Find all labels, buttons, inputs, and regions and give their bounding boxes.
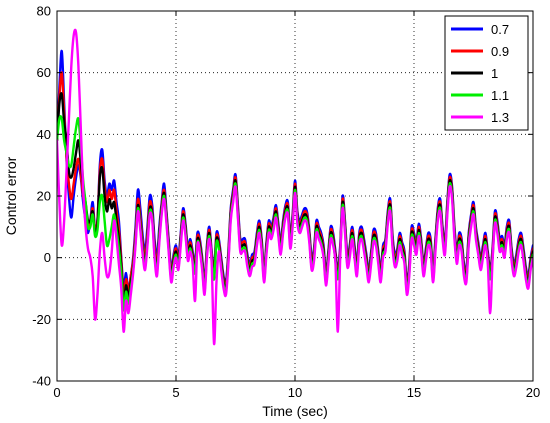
legend-label: 1 bbox=[491, 66, 498, 81]
y-tick-label: 20 bbox=[37, 189, 51, 204]
x-tick-label: 15 bbox=[407, 385, 421, 400]
y-tick-label: 0 bbox=[44, 250, 51, 265]
y-tick-label: -20 bbox=[32, 312, 51, 327]
x-tick-label: 20 bbox=[526, 385, 540, 400]
x-tick-label: 0 bbox=[53, 385, 60, 400]
y-axis-label: Control error bbox=[3, 156, 19, 235]
y-tick-label: 80 bbox=[37, 4, 51, 19]
legend-label: 1.3 bbox=[491, 110, 509, 125]
series-lines bbox=[57, 28, 533, 346]
x-tick-label: 10 bbox=[288, 385, 302, 400]
legend-label: 1.1 bbox=[491, 88, 509, 103]
y-tick-label: -40 bbox=[32, 374, 51, 389]
y-tick-label: 60 bbox=[37, 65, 51, 80]
series-line-1-3 bbox=[57, 28, 533, 346]
legend-label: 0.9 bbox=[491, 44, 509, 59]
x-axis-label: Time (sec) bbox=[262, 403, 328, 419]
x-tick-label: 5 bbox=[172, 385, 179, 400]
legend-label: 0.7 bbox=[491, 22, 509, 37]
y-tick-label: 40 bbox=[37, 127, 51, 142]
legend: 0.7 0.9 1 1.1 1.3 bbox=[444, 15, 529, 131]
axis-ticks: 0 5 10 15 20 -40 -20 0 20 40 60 80 bbox=[32, 4, 540, 401]
